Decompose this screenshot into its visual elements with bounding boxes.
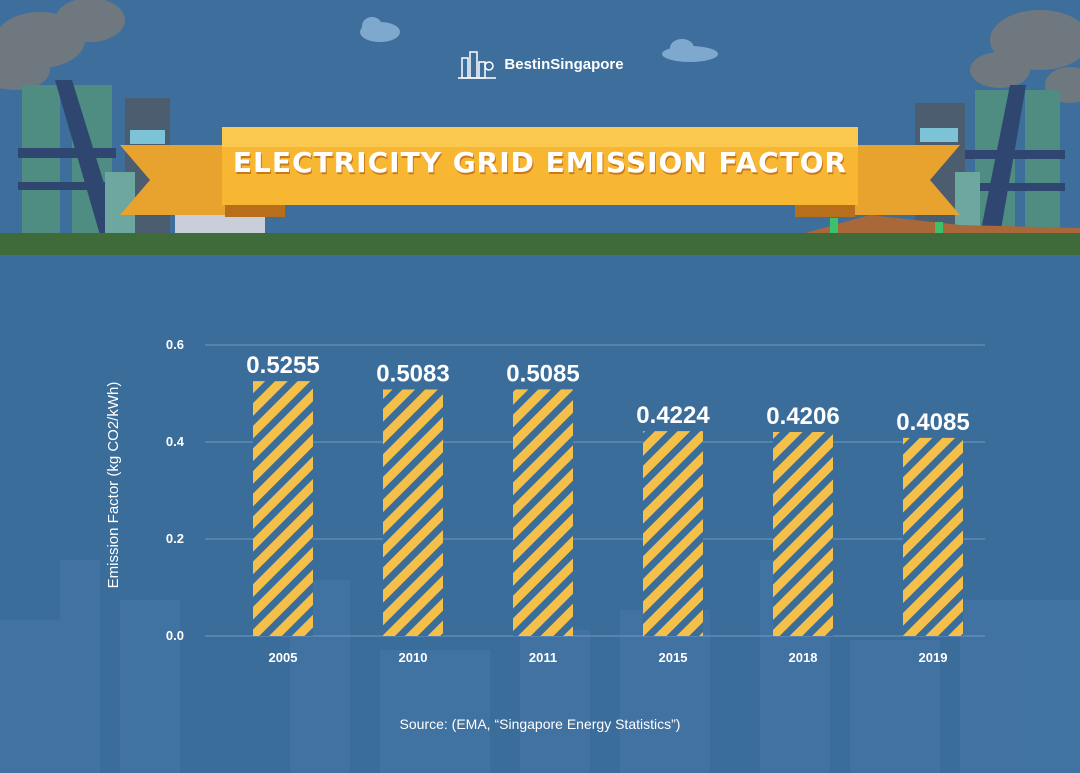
data-label: 0.5083 <box>376 360 449 387</box>
bar-2019 <box>903 437 963 636</box>
title-ribbon <box>120 127 960 217</box>
y-tick-label: 0.0 <box>166 628 184 643</box>
y-tick-label: 0.6 <box>166 337 184 352</box>
y-tick-label: 0.2 <box>166 531 184 546</box>
brand-logo: BestinSingapore <box>0 48 1080 80</box>
bar-2010 <box>383 389 443 636</box>
bar-2018 <box>773 432 833 636</box>
factory-right-icon <box>780 85 1080 248</box>
data-label: 0.5085 <box>506 360 579 387</box>
x-tick-label: 2019 <box>919 650 948 665</box>
source-note: Source: (EMA, “Singapore Energy Statisti… <box>399 716 681 732</box>
data-label: 0.4206 <box>766 403 839 430</box>
bar-2015 <box>643 431 703 636</box>
x-tick-label: 2015 <box>659 650 688 665</box>
data-label: 0.4224 <box>636 402 710 429</box>
bar-2011 <box>513 389 573 636</box>
cloud-icon <box>360 17 718 62</box>
bar-2005 <box>253 381 313 636</box>
smoke-right-icon <box>970 10 1080 103</box>
x-tick-label: 2005 <box>269 650 298 665</box>
x-tick-label: 2018 <box>789 650 818 665</box>
y-tick-label: 0.4 <box>166 434 185 449</box>
y-axis-label: Emission Factor (kg CO2/kWh) <box>105 382 122 589</box>
data-label: 0.5255 <box>246 352 319 379</box>
page-title: ELECTRICITY GRID EMISSION FACTOR <box>232 146 848 179</box>
smoke-left-icon <box>0 0 125 90</box>
x-tick-label: 2010 <box>399 650 428 665</box>
brand-name: BestinSingapore <box>504 55 624 73</box>
data-label: 0.4085 <box>896 409 969 436</box>
x-tick-label: 2011 <box>529 650 557 665</box>
city-logo-icon <box>458 51 497 79</box>
city-silhouette-icon <box>0 560 1080 773</box>
